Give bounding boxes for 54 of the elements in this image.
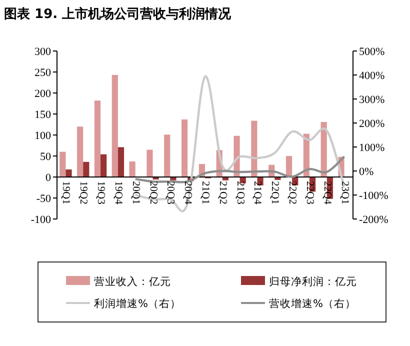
y-tick-label: 250 [34, 67, 52, 79]
y-tick-label: 150 [34, 109, 52, 121]
y-tick-label: 200 [34, 88, 52, 100]
bar [251, 120, 258, 177]
y-tick-label: 0 [46, 172, 52, 184]
legend-label: 归母净利润：亿元 [269, 275, 357, 288]
bar [66, 169, 72, 177]
x-tick-label: 21Q3 [234, 181, 246, 204]
bar [181, 119, 188, 177]
x-tick-label: 19Q2 [78, 181, 89, 204]
x-tick-label: 21Q4 [252, 181, 263, 206]
x-tick-label: 19Q3 [95, 181, 106, 204]
bar [164, 134, 170, 177]
x-tick-label: 20Q3 [164, 181, 176, 204]
y-tick-label: 300 [34, 46, 52, 58]
legend-label: 营业收入：亿元 [94, 275, 171, 288]
x-tick-label: 21Q2 [216, 181, 228, 204]
bar [100, 154, 107, 177]
bar [60, 152, 66, 177]
y-tick-label: -100 [30, 214, 52, 226]
x-tick-label: 22Q4 [321, 181, 332, 206]
bar [170, 177, 176, 180]
x-tick-label: 20Q2 [147, 181, 158, 204]
y2-tick-label: -100% [359, 190, 388, 202]
y2-tick-label: 500% [359, 46, 385, 58]
y-tick-label: 100 [34, 130, 52, 142]
x-tick-label: 21Q1 [200, 181, 210, 204]
bar [286, 156, 292, 177]
y2-tick-label: 400% [359, 70, 385, 82]
y2-tick-label: 300% [359, 94, 385, 106]
bar [118, 147, 124, 177]
y2-tick-label: 0% [359, 166, 374, 178]
x-tick-label: 20Q4 [182, 181, 194, 206]
y-tick-label: -50 [36, 193, 52, 205]
x-tick-label: 22Q3 [304, 181, 315, 204]
y-tick-label: 50 [40, 151, 52, 163]
x-tick-label: 22Q1 [269, 181, 280, 204]
x-tick-label: 19Q1 [60, 181, 72, 204]
bar [94, 100, 101, 177]
y2-tick-label: 100% [359, 142, 385, 154]
y2-tick-label: 200% [359, 118, 385, 130]
bar [129, 161, 136, 177]
chart-title: 图表 19. 上市机场公司营收与利润情况 [4, 6, 232, 22]
x-tick-label: 20Q1 [130, 181, 141, 204]
legend-label: 营收增速%（右） [269, 297, 356, 310]
x-tick-label: 23Q1 [338, 181, 350, 204]
legend-label: 利润增速%（右） [94, 297, 181, 310]
bar [83, 162, 90, 177]
bar [77, 126, 84, 177]
x-tick-label: 22Q2 [286, 181, 298, 204]
y2-tick-label: -200% [359, 214, 388, 226]
x-tick-label: 19Q4 [112, 181, 124, 206]
bar [112, 74, 118, 177]
bar [146, 150, 153, 177]
